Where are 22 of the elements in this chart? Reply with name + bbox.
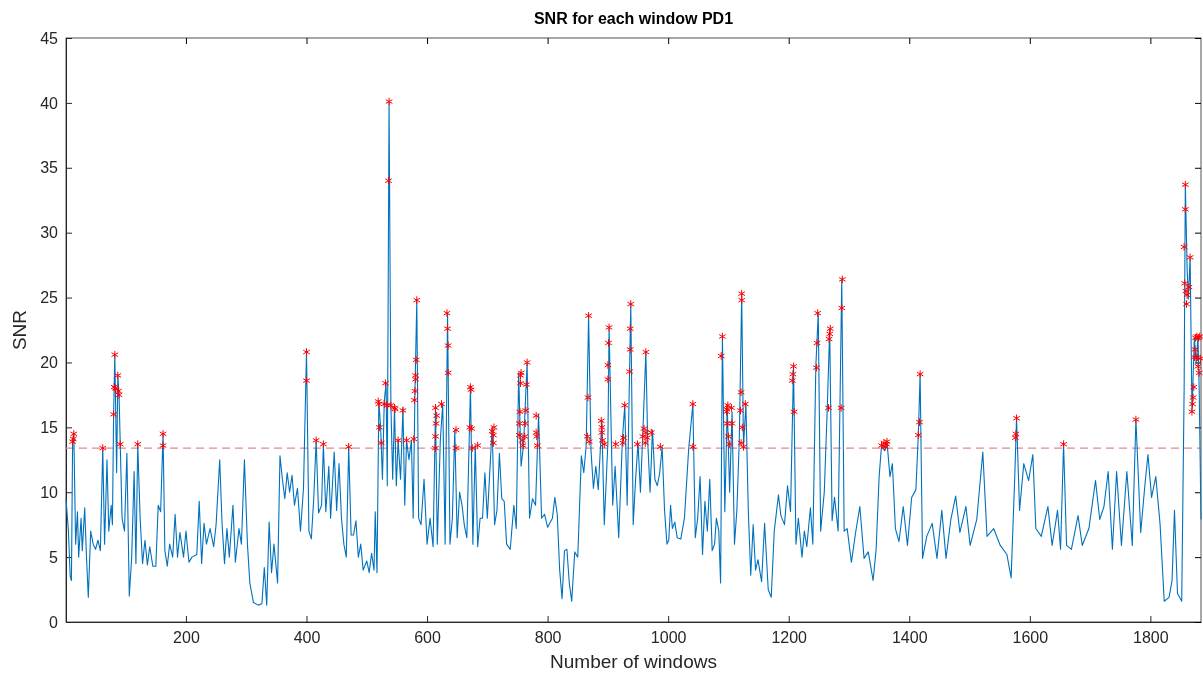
y-tick-label: 15	[40, 418, 59, 436]
y-tick-label: 35	[40, 159, 59, 177]
chart-title: SNR for each window PD1	[533, 10, 734, 27]
x-tick-label: 1000	[650, 629, 687, 647]
x-tick-label: 400	[293, 629, 321, 647]
x-tick-label: 200	[173, 629, 200, 647]
y-tick-label: 20	[40, 354, 59, 372]
y-axis-title: SNR	[9, 309, 30, 351]
y-tick-label: 10	[40, 483, 59, 501]
y-tick-label: 0	[49, 613, 59, 631]
y-tick-label: 30	[40, 224, 59, 242]
y-tick-label: 5	[49, 548, 59, 566]
x-tick-label: 1600	[1012, 629, 1049, 647]
y-tick-label: 40	[40, 94, 59, 112]
x-tick-label: 1800	[1133, 629, 1169, 647]
x-tick-label: 1400	[891, 629, 928, 647]
x-tick-label: 800	[534, 629, 562, 647]
x-tick-label: 600	[414, 629, 441, 647]
y-tick-label: 45	[40, 29, 59, 47]
x-axis-title: Number of windows	[550, 651, 717, 672]
x-tick-label: 1200	[771, 629, 808, 647]
y-tick-label: 25	[40, 289, 59, 307]
